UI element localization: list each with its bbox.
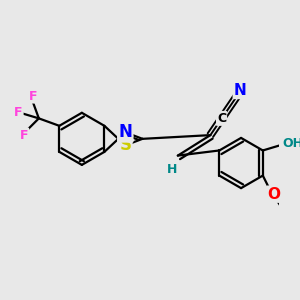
Text: S: S (119, 136, 131, 154)
Text: H: H (167, 163, 177, 176)
Text: F: F (29, 90, 38, 103)
Text: C: C (217, 112, 226, 125)
Text: N: N (118, 123, 132, 141)
Text: F: F (20, 129, 28, 142)
Text: F: F (14, 106, 22, 119)
Text: OH: OH (282, 136, 300, 149)
Text: N: N (234, 83, 247, 98)
Text: O: O (268, 187, 281, 202)
